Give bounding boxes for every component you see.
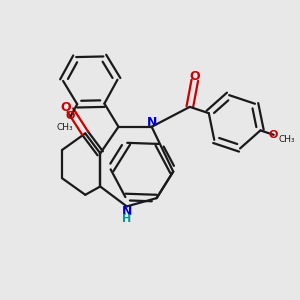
Text: CH₃: CH₃	[278, 135, 295, 144]
Text: O: O	[66, 111, 75, 122]
Text: N: N	[122, 205, 132, 218]
Text: O: O	[269, 130, 278, 140]
Text: O: O	[190, 70, 200, 83]
Text: N: N	[146, 116, 157, 129]
Text: H: H	[122, 214, 131, 224]
Text: O: O	[61, 101, 71, 114]
Text: CH₃: CH₃	[56, 123, 73, 132]
